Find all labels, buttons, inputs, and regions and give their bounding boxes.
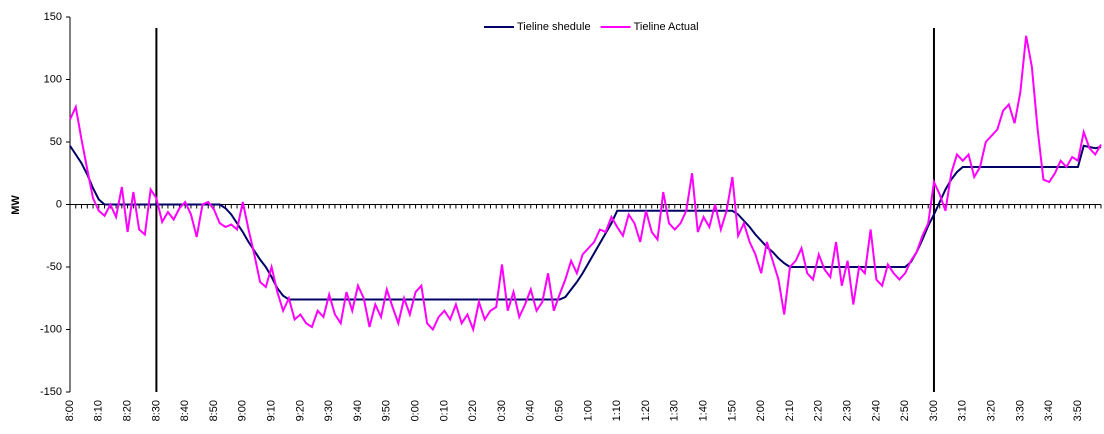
x-tick-label: 8:50 <box>208 400 220 421</box>
y-tick-label: 0 <box>56 198 62 210</box>
x-tick-label: 2:00 <box>755 400 767 421</box>
x-tick-label: 1:10 <box>611 400 623 421</box>
x-tick-label: 2:40 <box>870 400 882 421</box>
x-tick-label: 3:50 <box>1072 400 1084 421</box>
x-tick-label: 1:00 <box>582 400 594 421</box>
x-tick-label: 9:00 <box>237 400 249 421</box>
x-tick-label: 3:30 <box>1014 400 1026 421</box>
y-tick-label: 50 <box>50 136 62 148</box>
series-line <box>69 144 1102 301</box>
x-tick-label: 0:20 <box>467 400 479 421</box>
y-tick-label: -150 <box>40 386 62 398</box>
x-tick-label: 3:00 <box>928 400 940 421</box>
x-tick-label: 0:50 <box>553 400 565 421</box>
x-tick-label: 2:30 <box>841 400 853 421</box>
x-tick-label: 1:20 <box>640 400 652 421</box>
y-tick-label: -100 <box>40 323 62 335</box>
x-tick-label: 9:20 <box>294 400 306 421</box>
x-tick-label: 9:50 <box>381 400 393 421</box>
x-tick-label: 9:10 <box>265 400 277 421</box>
x-tick-label: 0:00 <box>409 400 421 421</box>
x-tick-label: 1:50 <box>726 400 738 421</box>
y-tick-label: 100 <box>44 73 62 85</box>
x-tick-label: 3:20 <box>985 400 997 421</box>
x-tick-label: 0:40 <box>525 400 537 421</box>
x-tick-label: 8:40 <box>179 400 191 421</box>
x-tick-label: 8:20 <box>122 400 134 421</box>
legend-label: Tieline shedule <box>517 21 591 33</box>
y-axis-label: MW <box>10 195 22 215</box>
x-tick-label: 8:00 <box>64 400 76 421</box>
x-tick-label: 9:30 <box>323 400 335 421</box>
x-tick-label: 2:20 <box>813 400 825 421</box>
x-tick-label: 2:10 <box>784 400 796 421</box>
x-tick-label: 8:30 <box>150 400 162 421</box>
x-tick-label: 2:50 <box>899 400 911 421</box>
x-tick-label: 1:30 <box>669 400 681 421</box>
y-tick-label: -50 <box>46 261 62 273</box>
x-tick-label: 1:40 <box>697 400 709 421</box>
y-tick-label: 150 <box>44 11 62 23</box>
x-tick-label: 3:10 <box>957 400 969 421</box>
x-tick-label: 8:10 <box>93 400 105 421</box>
x-tick-label: 3:40 <box>1043 400 1055 421</box>
x-tick-label: 0:30 <box>496 400 508 421</box>
x-tick-label: 9:40 <box>352 400 364 421</box>
x-tick-label: 0:10 <box>438 400 450 421</box>
legend-label: Tieline Actual <box>634 21 699 33</box>
series-line <box>69 35 1102 334</box>
